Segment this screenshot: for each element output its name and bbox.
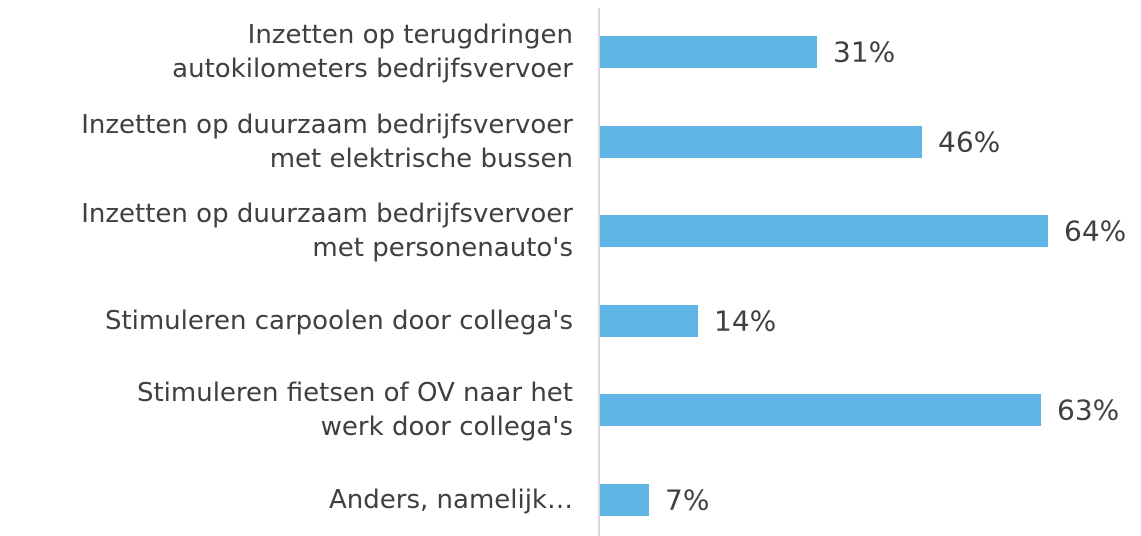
value-label: 63%	[1057, 393, 1120, 427]
category-label: Stimuleren carpoolen door collega's	[104, 305, 573, 336]
category-label: Inzetten op duurzaam bedrijfsvervoer met…	[81, 199, 573, 264]
category-label: Stimuleren fietsen of OV naar het werk d…	[136, 378, 573, 443]
value-label: 31%	[833, 35, 896, 69]
category-axis	[598, 8, 600, 536]
value-label: 64%	[1064, 214, 1127, 248]
category-label: Inzetten op terugdringen autokilometers …	[172, 20, 573, 84]
bar	[600, 304, 698, 337]
bar	[600, 215, 1048, 248]
category-label: Anders, namelijk…	[329, 485, 573, 515]
bar	[600, 36, 817, 68]
value-label: 46%	[938, 125, 1001, 159]
value-label: 7%	[665, 483, 710, 517]
bar	[600, 125, 922, 158]
category-label: Inzetten op duurzaam bedrijfsvervoer met…	[81, 109, 573, 174]
bar	[600, 394, 1041, 427]
bar	[600, 484, 649, 516]
value-label: 14%	[714, 304, 777, 338]
